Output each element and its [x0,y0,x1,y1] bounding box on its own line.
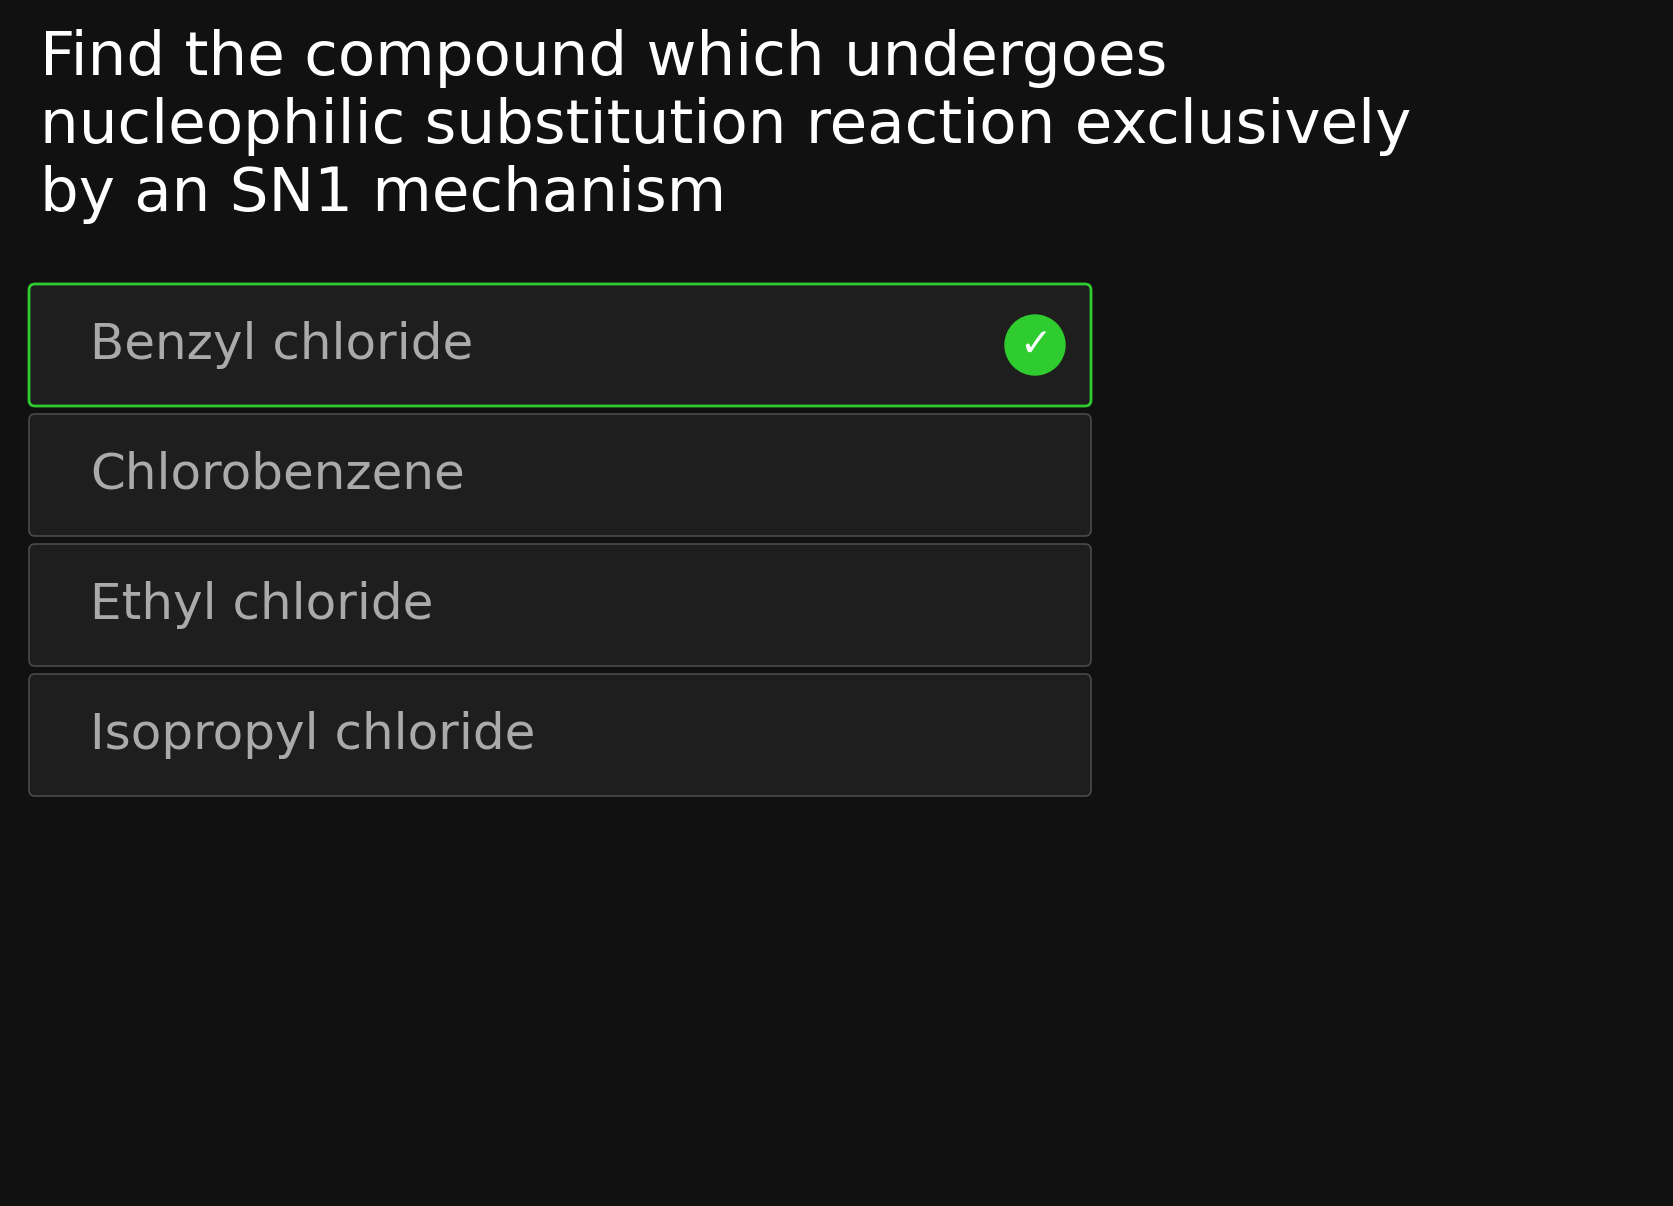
Text: Find the compound which undergoes: Find the compound which undergoes [40,29,1166,88]
Text: nucleophilic substitution reaction exclusively: nucleophilic substitution reaction exclu… [40,96,1410,156]
Text: Isopropyl chloride: Isopropyl chloride [90,712,535,759]
Text: Ethyl chloride: Ethyl chloride [90,581,433,630]
Circle shape [1004,315,1064,375]
Text: Chlorobenzene: Chlorobenzene [90,451,465,499]
FancyBboxPatch shape [28,283,1091,406]
FancyBboxPatch shape [28,544,1091,666]
Text: by an SN1 mechanism: by an SN1 mechanism [40,165,726,224]
Text: Benzyl chloride: Benzyl chloride [90,321,473,369]
Text: ✓: ✓ [1019,326,1051,364]
FancyBboxPatch shape [28,674,1091,796]
FancyBboxPatch shape [28,414,1091,535]
